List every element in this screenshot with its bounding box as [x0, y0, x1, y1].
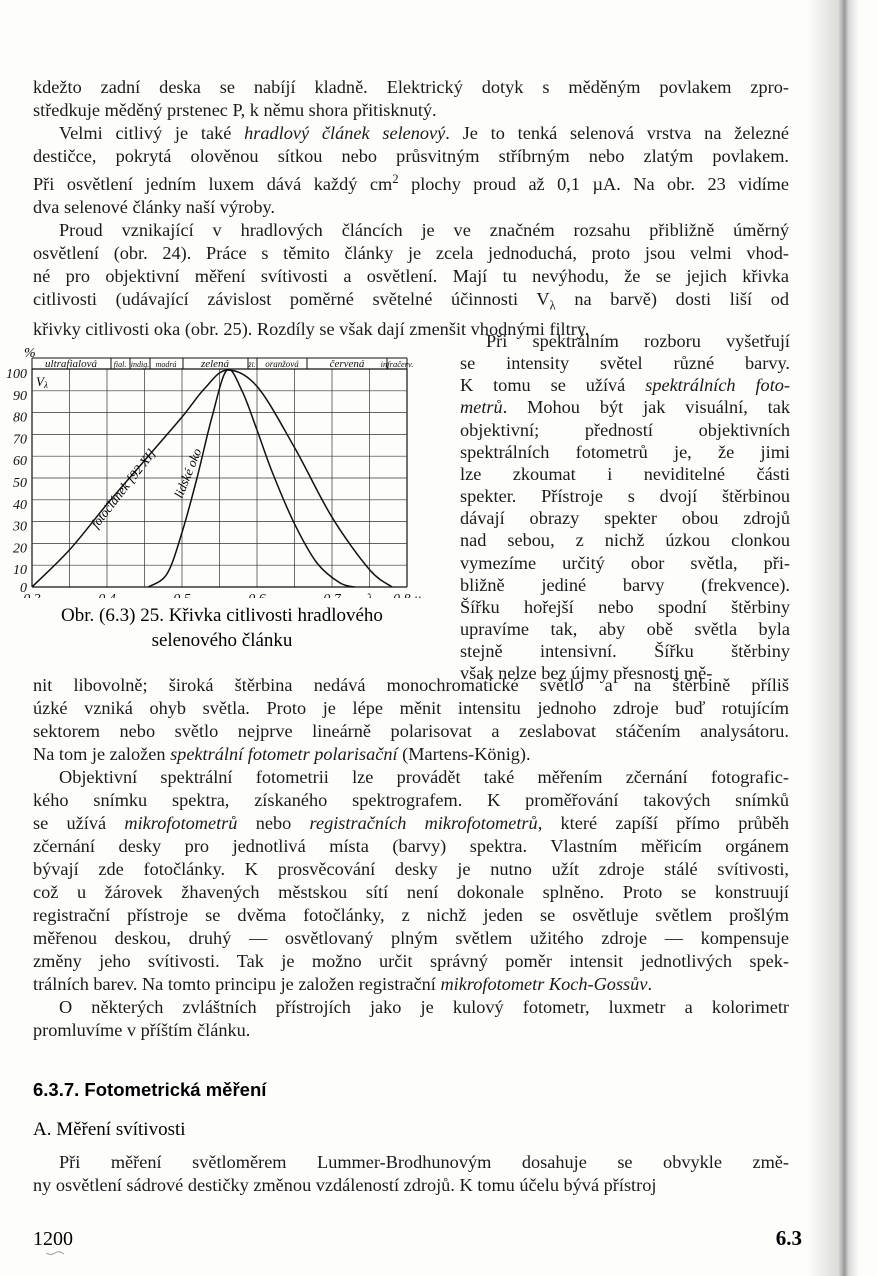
svg-text:červená: červená — [330, 358, 365, 370]
svg-text:infračerv.: infračerv. — [381, 359, 414, 369]
svg-text:20: 20 — [13, 541, 27, 556]
svg-text:%: % — [24, 346, 36, 361]
svg-text:oranžová: oranžová — [265, 359, 299, 369]
svg-text:70: 70 — [13, 432, 27, 447]
svg-text:0,7: 0,7 — [323, 592, 342, 598]
svg-text:Vλ: Vλ — [36, 374, 48, 390]
svg-text:10: 10 — [13, 563, 27, 578]
svg-text:0,5: 0,5 — [173, 592, 191, 598]
svg-text:100: 100 — [6, 367, 27, 382]
svg-text:modrá: modrá — [156, 360, 177, 369]
svg-text:zelená: zelená — [200, 358, 230, 370]
svg-text:50: 50 — [13, 476, 27, 491]
svg-text:0,6: 0,6 — [248, 592, 266, 598]
svg-text:90: 90 — [13, 389, 27, 404]
svg-text:lidské oko: lidské oko — [171, 446, 205, 501]
svg-text:30: 30 — [12, 520, 27, 535]
svg-text:0,4: 0,4 — [98, 592, 116, 598]
svg-text:indig.: indig. — [131, 360, 149, 369]
svg-text:80: 80 — [13, 411, 27, 426]
svg-text:0,3: 0,3 — [23, 592, 41, 598]
svg-text:λ: λ — [365, 592, 372, 598]
svg-text:40: 40 — [13, 498, 27, 513]
svg-text:60: 60 — [13, 454, 27, 469]
svg-text:fial.: fial. — [114, 360, 127, 369]
svg-text:0,8 μ: 0,8 μ — [393, 592, 421, 598]
svg-text:fotočlánek [92 XI]: fotočlánek [92 XI] — [88, 446, 159, 531]
svg-text:ultrafialová: ultrafialová — [45, 358, 97, 370]
svg-text:žl.: žl. — [248, 360, 256, 369]
